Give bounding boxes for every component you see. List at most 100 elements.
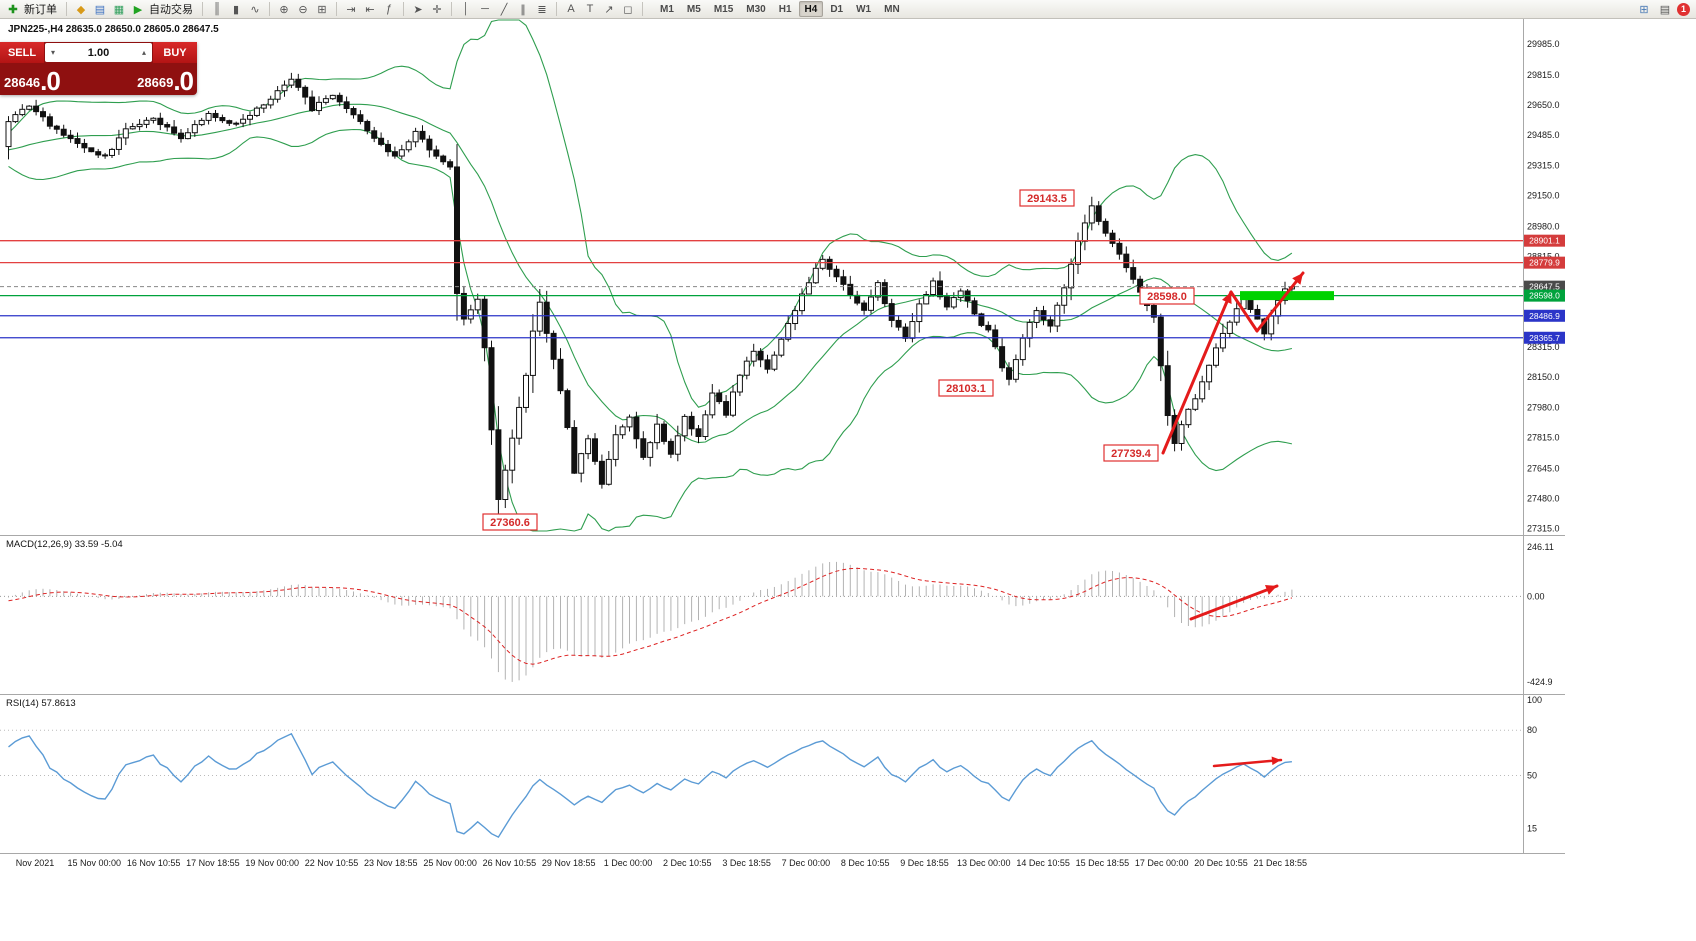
volume-decrease-button[interactable]: ▾ [50, 48, 55, 57]
candlestick-chart-icon[interactable]: ▮ [232, 3, 240, 16]
svg-text:28901.1: 28901.1 [1529, 236, 1560, 246]
price-annotations[interactable]: 29143.5 28598.0 28103.1 27739.4 27360.6 [482, 189, 1195, 531]
channel-icon[interactable]: ∥ [520, 3, 526, 16]
timeframe-mn-button[interactable]: MN [884, 3, 900, 15]
buy-price-main: 28669 [137, 75, 174, 90]
vertical-line-icon[interactable]: │ [462, 3, 470, 15]
trend-arrow[interactable] [1161, 290, 1233, 455]
svg-text:28598.0: 28598.0 [1147, 291, 1187, 303]
profiles-icon[interactable]: ◆ [76, 3, 86, 16]
chart-symbol-title: JPN225-,H4 28635.0 28650.0 28605.0 28647… [8, 24, 219, 35]
trend-arrow[interactable] [1189, 584, 1279, 621]
fibonacci-icon[interactable]: ≣ [537, 3, 547, 16]
svg-text:28647.5: 28647.5 [1529, 282, 1560, 292]
price-axis: 29985.0 29815.0 29650.0 29485.0 29315.0 29150… [1524, 39, 1565, 533]
list-icon[interactable]: ▤ [1659, 3, 1671, 16]
toolbar-separator [403, 2, 404, 16]
trendline-icon[interactable]: ╱ [500, 3, 508, 16]
svg-text:22 Nov 10:55: 22 Nov 10:55 [305, 858, 359, 868]
svg-text:28815.0: 28815.0 [1527, 251, 1560, 261]
svg-text:26 Nov 10:55: 26 Nov 10:55 [483, 858, 537, 868]
buy-price[interactable]: 28669.0 [137, 66, 194, 95]
price-annotation-box[interactable] [938, 379, 994, 397]
volume-increase-button[interactable]: ▴ [141, 48, 146, 57]
grid-icon[interactable]: ⊞ [1639, 3, 1649, 16]
auto-trading-label[interactable]: 自动交易 [149, 4, 193, 16]
trend-arrow[interactable] [1229, 290, 1259, 333]
timeframe-m30-button[interactable]: M30 [746, 3, 766, 15]
svg-text:17 Dec 00:00: 17 Dec 00:00 [1135, 858, 1189, 868]
svg-text:27315.0: 27315.0 [1527, 523, 1560, 533]
tile-windows-icon[interactable]: ⊞ [317, 3, 327, 16]
line-chart-icon[interactable]: ∿ [250, 3, 260, 16]
svg-text:3 Dec 18:55: 3 Dec 18:55 [722, 858, 771, 868]
buy-price-big-digits: .0 [173, 66, 194, 95]
toolbar-separator [642, 2, 643, 16]
date-axis[interactable]: Nov 2021 15 Nov 00:00 16 Nov 10:55 17 Nov 1… [16, 858, 1307, 868]
zoom-out-icon[interactable]: ⊖ [298, 3, 308, 16]
candles-layer [5, 72, 1295, 521]
toolbar: ✚ 新订单 ◆ ▤ ▦ ▶ 自动交易 ║ ▮ ∿ ⊕ ⊖ ⊞ ⇥ ⇤ ƒ ➤ ✛… [0, 0, 1696, 19]
toolbar-separator [451, 2, 452, 16]
svg-text:28779.9: 28779.9 [1529, 258, 1560, 268]
auto-scroll-icon[interactable]: ⇥ [346, 3, 356, 16]
svg-text:29650.0: 29650.0 [1527, 100, 1560, 110]
price-annotation-box[interactable] [1139, 287, 1195, 305]
sell-price[interactable]: 28646.0 [4, 66, 61, 95]
arrows-tool-icon[interactable]: ↗ [604, 3, 614, 16]
one-click-trading-panel: SELL ▾ 1.00 ▴ BUY 28646.0 28669.0 [0, 42, 197, 95]
timeframe-h4-button[interactable]: H4 [798, 1, 824, 17]
volume-input[interactable]: 1.00 [87, 46, 110, 59]
toolbar-separator [202, 2, 203, 16]
timeframe-m15-button[interactable]: M15 [713, 3, 734, 15]
chart-shift-icon[interactable]: ⇤ [365, 3, 375, 16]
sell-button[interactable]: SELL [0, 42, 44, 63]
macd-signal-line [8, 567, 1293, 665]
shapes-tool-icon[interactable]: ◻ [623, 3, 633, 16]
price-annotation-box[interactable] [482, 513, 538, 531]
svg-text:27645.0: 27645.0 [1527, 463, 1560, 473]
text-tool-icon[interactable]: A [567, 3, 575, 15]
svg-text:28365.7: 28365.7 [1529, 333, 1560, 343]
zoom-in-icon[interactable]: ⊕ [279, 3, 289, 16]
timeframe-h1-button[interactable]: H1 [778, 3, 792, 15]
auto-trading-icon[interactable]: ▶ [133, 3, 143, 16]
svg-text:15: 15 [1527, 823, 1537, 833]
svg-text:25 Nov 00:00: 25 Nov 00:00 [423, 858, 477, 868]
bar-chart-icon[interactable]: ║ [213, 3, 221, 15]
text-label-icon[interactable]: T [586, 3, 594, 15]
svg-text:100: 100 [1527, 695, 1542, 705]
volume-stepper[interactable]: ▾ 1.00 ▴ [45, 43, 152, 62]
notification-badge[interactable]: 1 [1677, 2, 1690, 16]
indicators-icon[interactable]: ƒ [385, 3, 393, 15]
timeframe-w1-button[interactable]: W1 [856, 3, 872, 15]
price-annotation-box[interactable] [1103, 444, 1159, 462]
svg-text:28598.0: 28598.0 [1529, 291, 1560, 301]
market-watch-icon[interactable]: ▦ [113, 3, 125, 16]
timeframe-m1-button[interactable]: M1 [660, 3, 674, 15]
svg-text:17 Nov 18:55: 17 Nov 18:55 [186, 858, 240, 868]
toolbar-separator [556, 2, 557, 16]
toolbar-separator [66, 2, 67, 16]
sell-price-main: 28646 [4, 75, 41, 90]
crosshair-icon[interactable]: ✛ [432, 3, 442, 16]
svg-text:27980.0: 27980.0 [1527, 403, 1560, 413]
price-annotation-box[interactable] [1019, 189, 1075, 207]
charts-icon[interactable]: ▤ [94, 3, 106, 16]
timeframe-d1-button[interactable]: D1 [830, 3, 844, 15]
buy-button[interactable]: BUY [153, 42, 197, 63]
svg-text:23 Nov 18:55: 23 Nov 18:55 [364, 858, 418, 868]
timeframe-m5-button[interactable]: M5 [686, 3, 701, 15]
horizontal-line-icon[interactable]: ─ [481, 3, 489, 15]
new-order-label[interactable]: 新订单 [24, 4, 57, 16]
svg-text:29485.0: 29485.0 [1527, 130, 1560, 140]
cursor-icon[interactable]: ➤ [413, 3, 423, 16]
new-order-icon[interactable]: ✚ [8, 3, 18, 16]
price-axis-badge [1524, 234, 1565, 247]
trend-arrow[interactable] [1255, 271, 1305, 333]
svg-text:29 Nov 18:55: 29 Nov 18:55 [542, 858, 596, 868]
trend-arrow[interactable] [1212, 756, 1283, 768]
sell-price-big-digits: .0 [40, 66, 61, 95]
svg-text:246.11: 246.11 [1527, 542, 1554, 552]
